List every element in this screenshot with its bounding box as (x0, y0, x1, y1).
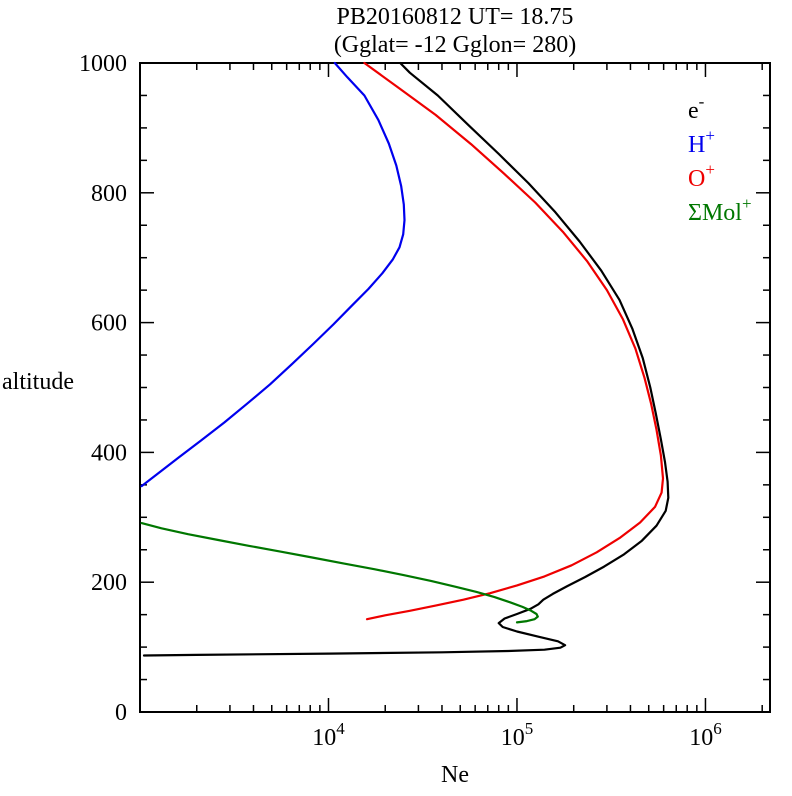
plot-frame (139, 62, 771, 713)
x-tick-label: 105 (501, 719, 534, 751)
chart-subtitle: (Gglat= -12 Gglon= 280) (334, 32, 576, 58)
chart-title: PB20160812 UT= 18.75 (337, 4, 574, 30)
series-o-plus (363, 61, 665, 621)
legend-item-1: H+ (688, 126, 715, 158)
x-tick-label: 106 (689, 719, 722, 751)
legend-item-2: O+ (688, 160, 715, 192)
series-electron (142, 61, 670, 657)
y-axis-label: altitude (2, 369, 74, 395)
y-tick-label: 800 (91, 181, 127, 207)
y-tick-label: 0 (115, 700, 127, 726)
y-tick-label: 200 (91, 570, 127, 596)
y-tick-label: 400 (91, 440, 127, 466)
series-h-plus (140, 61, 406, 488)
y-tick-label: 1000 (79, 51, 127, 77)
x-tick-label: 104 (312, 719, 345, 751)
y-tick-label: 600 (91, 311, 127, 337)
legend-item-3: ΣMol+ (688, 194, 752, 226)
legend-item-0: e- (688, 92, 705, 124)
x-axis-label: Ne (441, 762, 469, 788)
plot-geometry: 104 105 106 0 200 400 600 800 1000 e-H+O+ΣMol+ (79, 51, 771, 751)
series-mol-plus (140, 521, 539, 624)
